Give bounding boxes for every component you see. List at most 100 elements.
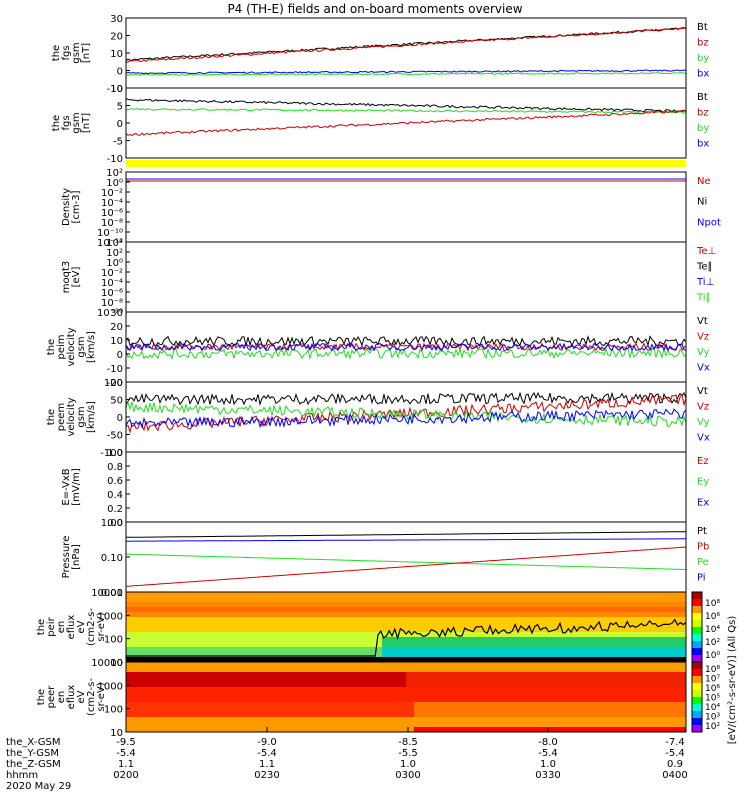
spectrogram-cell — [638, 727, 647, 733]
spectrogram-cell — [358, 682, 367, 688]
spectrogram-cell — [286, 592, 295, 598]
spectrogram-cell — [446, 627, 455, 633]
spectrogram-cell — [158, 647, 167, 653]
spectrogram-cell — [462, 627, 471, 633]
spectrogram-cell — [670, 607, 679, 613]
spectrogram-cell — [430, 692, 439, 698]
spectrogram-cell — [326, 667, 335, 673]
spectrogram-cell — [174, 642, 183, 648]
y-axis-label: gsm — [71, 42, 82, 63]
spectrogram-cell — [246, 647, 255, 653]
spectrogram-cell — [206, 707, 215, 713]
spectrogram-cell — [470, 647, 479, 653]
spectrogram-cell — [310, 637, 319, 643]
spectrogram-cell — [158, 677, 167, 683]
legend-Bt: Bt — [697, 22, 708, 33]
spectrogram-cell — [254, 652, 263, 658]
spectrogram-cell — [158, 712, 167, 718]
spectrogram-cell — [310, 632, 319, 638]
spectrogram-cell — [550, 692, 559, 698]
spectrogram-cell — [518, 622, 527, 628]
spectrogram-cell — [470, 672, 479, 678]
spectrogram-cell — [598, 617, 607, 623]
spectrogram-cell — [558, 602, 567, 608]
spectrogram-cell — [342, 602, 351, 608]
spectrogram-cell — [398, 702, 407, 708]
spectrogram-cell — [614, 602, 623, 608]
spectrogram-cell — [518, 597, 527, 603]
spectrogram-cell — [654, 612, 663, 618]
spectrogram-cell — [622, 702, 631, 708]
spectrogram-cell — [486, 667, 495, 673]
spectrogram-cell — [558, 687, 567, 693]
colorbar-tick: 10⁸ — [705, 665, 720, 675]
spectrogram-cell — [166, 627, 175, 633]
spectrogram-cell — [366, 677, 375, 683]
spectrogram-cell — [590, 657, 599, 663]
spectrogram-cell — [638, 702, 647, 708]
spectrogram-cell — [494, 662, 503, 668]
spectrogram-cell — [534, 667, 543, 673]
spectrogram-cell — [542, 702, 551, 708]
spectrogram-cell — [582, 697, 591, 703]
spectrogram-cell — [366, 647, 375, 653]
tick-y-1: -5.4 — [257, 748, 277, 759]
spectrogram-cell — [326, 617, 335, 623]
spectrogram-cell — [422, 652, 431, 658]
spectrogram-cell — [318, 647, 327, 653]
spectrogram-cell — [430, 597, 439, 603]
spectrogram-cell — [422, 647, 431, 653]
spectrogram-cell — [454, 727, 463, 733]
spectrogram-cell — [478, 672, 487, 678]
spectrogram-cell — [334, 697, 343, 703]
spectrogram-cell — [342, 692, 351, 698]
spectrogram-cell — [174, 597, 183, 603]
spectrogram-cell — [590, 637, 599, 643]
spectrogram-cell — [166, 642, 175, 648]
spectrogram-cell — [582, 687, 591, 693]
spectrogram-cell — [438, 652, 447, 658]
spectrogram-cell — [590, 632, 599, 638]
spectrogram-cell — [142, 667, 151, 673]
spectrogram-cell — [398, 712, 407, 718]
spectrogram-cell — [550, 602, 559, 608]
spectrogram-cell — [374, 702, 383, 708]
spectrogram-cell — [502, 727, 511, 733]
spectrogram-cell — [558, 692, 567, 698]
spectrogram-cell — [310, 602, 319, 608]
spectrogram-cell — [526, 672, 535, 678]
spectrogram-cell — [254, 712, 263, 718]
spectrogram-cell — [222, 642, 231, 648]
figure-title: P4 (TH-E) fields and on-board moments ov… — [227, 2, 523, 16]
spectrogram-cell — [510, 702, 519, 708]
spectrogram-cell — [158, 702, 167, 708]
spectrogram-cell — [182, 692, 191, 698]
spectrogram-cell — [590, 607, 599, 613]
spectrogram-cell — [550, 657, 559, 663]
spectrogram-cell — [222, 702, 231, 708]
y-tick-label: 0.10 — [101, 553, 123, 564]
spectrogram-cell — [550, 712, 559, 718]
spectrogram-cell — [558, 707, 567, 713]
spectrogram-cell — [590, 707, 599, 713]
spectrogram-cell — [630, 707, 639, 713]
spectrogram-cell — [142, 602, 151, 608]
spectrogram-cell — [334, 617, 343, 623]
spectrogram-cell — [334, 692, 343, 698]
spectrogram-cell — [246, 682, 255, 688]
spectrogram-cell — [198, 682, 207, 688]
spectrogram-cell — [390, 722, 399, 728]
spectrogram-cell — [374, 687, 383, 693]
spectrogram-cell — [374, 602, 383, 608]
spectrogram-cell — [406, 722, 415, 728]
spectrogram-cell — [662, 657, 671, 663]
spectrogram-cell — [166, 657, 175, 663]
spectrogram-cell — [446, 632, 455, 638]
spectrogram-cell — [174, 702, 183, 708]
spectrogram-cell — [174, 657, 183, 663]
spectrogram-cell — [470, 592, 479, 598]
spectrogram-cell — [318, 597, 327, 603]
spectrogram-cell — [614, 687, 623, 693]
spectrogram-cell — [662, 647, 671, 653]
spectrogram-cell — [574, 717, 583, 723]
